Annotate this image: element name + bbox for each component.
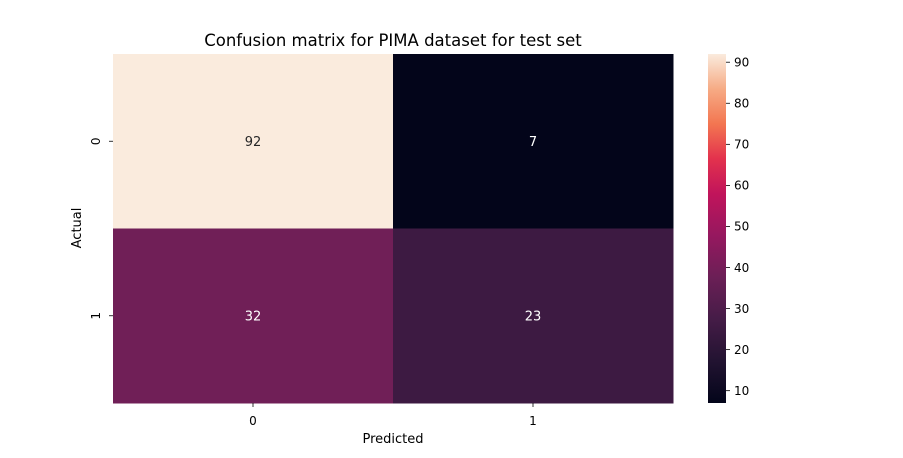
heatmap-cell-0-0 (113, 54, 394, 229)
y-axis-ticks: 01 (89, 137, 113, 320)
heatmap-cells (113, 54, 674, 404)
heatmap-cell-1-0 (113, 228, 394, 404)
colorbar-tick-label-2: 30 (734, 302, 749, 316)
heatmap-cell-0-1 (393, 54, 674, 229)
colorbar-tick-label-3: 40 (734, 261, 749, 275)
colorbar (708, 54, 726, 403)
colorbar-tick-label-6: 70 (734, 138, 749, 152)
colorbar-ticks: 10 20 30 40 50 60 70 80 90 (726, 56, 749, 398)
colorbar-tick-label-5: 60 (734, 179, 749, 193)
chart-title: Confusion matrix for PIMA dataset for te… (204, 31, 582, 50)
colorbar-tick-label-1: 20 (734, 343, 749, 357)
y-tick-label-1: 1 (89, 312, 103, 320)
colorbar-tick-label-7: 80 (734, 97, 749, 111)
cell-value-label-0-1: 7 (529, 135, 537, 150)
x-tick-label-0: 0 (249, 414, 257, 428)
heatmap-cell-1-1 (393, 228, 674, 404)
colorbar-tick-label-0: 10 (734, 384, 749, 398)
cell-value-label-1-1: 23 (525, 309, 542, 324)
y-axis-label: Actual (70, 208, 85, 249)
y-tick-label-0: 0 (89, 137, 103, 145)
colorbar-tick-label-8: 90 (734, 56, 749, 70)
colorbar-tick-label-4: 50 (734, 220, 749, 234)
heatmap-cell-labels: 92 7 32 23 (245, 135, 542, 325)
cell-value-label-1-0: 32 (245, 309, 262, 324)
cell-value-label-0-0: 92 (245, 135, 262, 150)
x-axis-label: Predicted (362, 432, 423, 447)
x-tick-label-1: 1 (529, 414, 537, 428)
